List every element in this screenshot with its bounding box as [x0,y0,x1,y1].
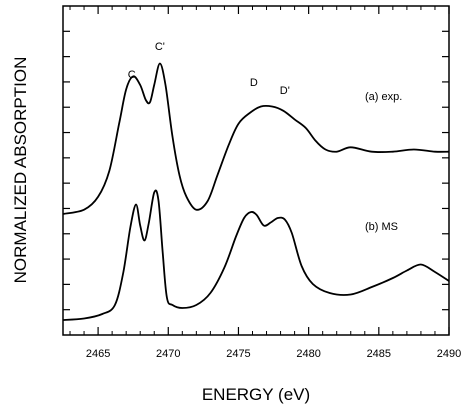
x-axis-title: ENERGY (eV) [202,385,310,404]
plot-frame [62,5,450,336]
peak-annotation: D [250,77,258,89]
x-tick-label: 2480 [296,348,320,360]
series-layer: (a) exp. (b) MS [62,62,450,321]
x-tick-label: 2470 [156,348,180,360]
y-axis-ticks [63,30,449,311]
series-label: (b) MS [365,221,398,233]
x-tick-label: 2475 [226,348,250,360]
annotation-layer: C C' D D' [128,41,290,97]
x-tick-label: 2490 [437,348,461,360]
series-label: (a) exp. [365,91,402,103]
peak-annotation: C [128,69,136,81]
peak-annotation: C' [155,41,165,53]
x-tick-label: 2485 [367,348,391,360]
y-axis-title: NORMALIZED ABSORPTION [11,57,30,284]
x-axis-ticks: 2465 2470 2475 2480 2485 2490 [69,6,461,360]
series-line-ms [62,189,450,321]
x-tick-label: 2465 [86,348,110,360]
peak-annotation: D' [280,85,290,97]
series-line-exp [62,62,450,215]
